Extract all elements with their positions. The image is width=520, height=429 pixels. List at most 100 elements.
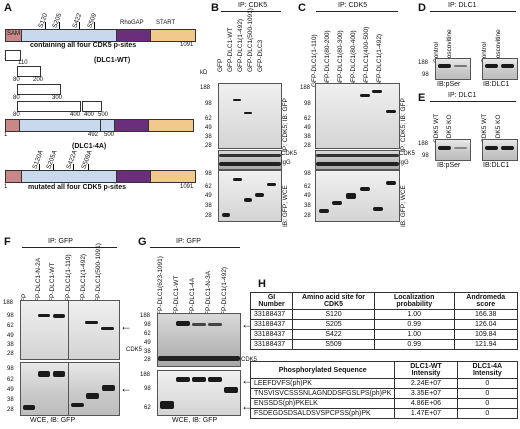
wt-name: (DLC1-WT) — [94, 57, 131, 64]
mw-label: 188 — [418, 141, 429, 147]
table-cell: 1.00 — [373, 309, 455, 320]
mw-label: 98 — [144, 386, 151, 392]
mw-label: 98 — [304, 171, 311, 177]
table-row: TNSVISVCSSSNLAGNDDSFGSLPS(ph)PK 3.35E+07… — [249, 388, 519, 399]
mw-label: 188 — [140, 313, 151, 319]
mw-label: 98 — [144, 322, 151, 328]
panel-c-letter: C — [298, 2, 306, 14]
mw-label: 38 — [304, 203, 311, 209]
mw-label: 38 — [205, 203, 212, 209]
mw-label: 28 — [205, 213, 212, 219]
cdk5-label: CDK5 — [126, 347, 143, 353]
site-label: S509 — [86, 12, 99, 29]
ms-sequence-table: Phosphorylated Sequence DLC1-WT Intensit… — [249, 361, 519, 419]
table-cell: S509 — [292, 339, 375, 350]
blot-ip — [157, 313, 241, 367]
mw-label: 188 — [200, 85, 211, 91]
rhogap-domain-label: RhoGAP — [120, 20, 144, 26]
fragment-number: 80 — [13, 112, 20, 118]
blot-label: IP: CDK5; IB: GFP — [282, 98, 289, 152]
table-header: GI Number — [249, 292, 294, 310]
mw-label: 49 — [7, 387, 14, 393]
fragment-number: 200 — [33, 77, 44, 83]
ip-label: IP: DLC1 — [448, 2, 477, 9]
cdk5-label: CDK5 — [399, 151, 416, 157]
igg-label: IgG — [399, 160, 409, 166]
cdk5-label: CDK5 — [281, 151, 298, 157]
mw-label: 98 — [422, 72, 429, 78]
table-cell: 33188437 — [249, 309, 294, 320]
table-cell: ENSSDS(ph)PKELK — [249, 398, 396, 409]
fragment-80-300 — [17, 84, 61, 95]
mw-label: 98 — [7, 366, 14, 372]
mw-label: 38 — [7, 397, 14, 403]
ip-label: IP: CDK5 — [338, 2, 368, 9]
blot-cdk5 — [218, 150, 282, 170]
table-row: 33188437 S120 1.00 166.38 — [249, 309, 518, 320]
lane-label: GFP-DLC1(500-1091) — [95, 243, 102, 307]
mw-label: 28 — [144, 357, 151, 363]
mw-label: 62 — [304, 184, 311, 190]
lane-label: GFP-DLC1(1-492) — [237, 18, 244, 72]
site-label: S120 — [37, 12, 50, 29]
mw-label: 38 — [304, 134, 311, 140]
mut-end: 1091 — [180, 184, 194, 190]
fragment-number: 492 — [88, 132, 99, 138]
blot-wce-left — [20, 362, 70, 416]
table-row: 33188437 S205 0.99 126.04 — [249, 319, 518, 330]
table-cell: 0.99 — [373, 339, 455, 350]
mw-label: 38 — [7, 342, 14, 348]
table-header: DLC1-4A Intensity — [456, 361, 519, 379]
table-cell: 1.47E+07 — [394, 408, 458, 419]
footer-label: WCE, IB: GFP — [30, 417, 76, 424]
fragment-number: 80 — [13, 77, 20, 83]
table-row: 33188437 S509 0.99 121.94 — [249, 339, 518, 350]
table-cell: 33188437 — [249, 319, 294, 330]
panel-f-letter: F — [4, 236, 11, 248]
lane-label: GFP-DLC1(623-1091) — [157, 256, 164, 320]
fragment-number: 400 — [70, 112, 81, 118]
lane-label: GFP-DLC1(80-200) — [324, 30, 331, 87]
blot-wce — [157, 370, 241, 416]
fragment-number: 400 — [84, 112, 95, 118]
wt-caption: containing all four CDK5 p-sites — [30, 42, 137, 49]
lane-label: GFP-DLC1(1-492) — [376, 33, 383, 87]
panel-h-letter: H — [258, 278, 266, 290]
ip-label: IP: GFP — [176, 238, 201, 245]
table-header: Localization probability — [373, 292, 455, 310]
table-cell: 4.86E+06 — [394, 398, 458, 409]
table-row: ENSSDS(ph)PKELK 4.86E+06 0 — [249, 398, 519, 409]
mut-caption: mutated all four CDK5 p-sites — [28, 184, 127, 191]
mw-label: 62 — [205, 184, 212, 190]
mw-label: 188 — [300, 85, 311, 91]
fragment-number: 500 — [104, 132, 115, 138]
fragment-number: 80 — [13, 95, 20, 101]
blot-label: IB: GFP; WCE — [400, 185, 407, 227]
table-cell: 109.84 — [453, 329, 518, 340]
panel-d-letter: D — [418, 2, 426, 14]
mw-label: 98 — [205, 171, 212, 177]
fragment-number: 1 — [4, 132, 8, 138]
fragment-number: 500 — [98, 112, 109, 118]
mw-label: 49 — [144, 340, 151, 346]
table-cell: TNSVISVCSSSNLAGNDDSFGSLPS(ph)PK — [249, 388, 396, 399]
table-cell: FSDEGDSDSALDSVSPCPSS(ph)PK — [249, 408, 396, 419]
lane-label: GFP-DLC1(500-1091) — [247, 8, 254, 72]
mw-label: 62 — [144, 405, 151, 411]
blot-ip — [218, 83, 282, 149]
table-cell: 0 — [456, 378, 519, 389]
start-domain-label: START — [156, 20, 176, 26]
mw-label: 28 — [7, 407, 14, 413]
mw-label: 188 — [140, 372, 151, 378]
mw-label: 28 — [304, 213, 311, 219]
lane-label: GFP-DLC1(400-500) — [363, 26, 370, 87]
mw-label: 62 — [205, 116, 212, 122]
mw-label: 49 — [205, 193, 212, 199]
mw-label: 49 — [304, 125, 311, 131]
footer-label: WCE, IB: GFP — [172, 417, 218, 424]
cdk5-label: CDK5 — [241, 357, 258, 363]
arrow-icon: ← — [120, 319, 132, 333]
ms-site-table: GI Number Amino acid site for CDK5 Local… — [249, 292, 518, 350]
mw-label: 62 — [7, 377, 14, 383]
ip-label: IP: GFP — [48, 238, 73, 245]
